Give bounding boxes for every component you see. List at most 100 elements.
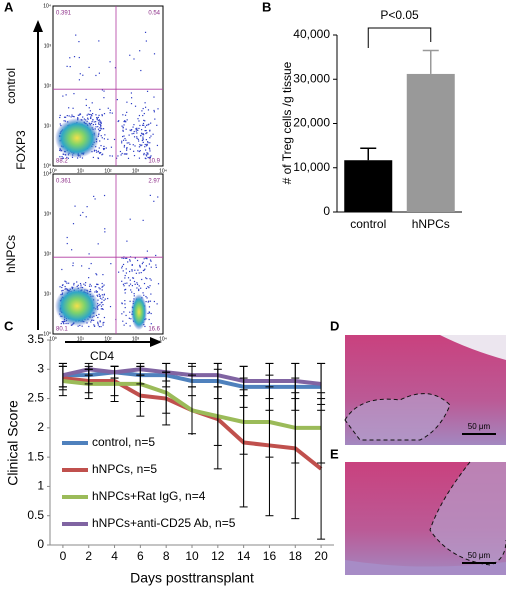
flow-dot: [138, 150, 140, 153]
flow-dot: [92, 156, 94, 159]
flow-dot: [64, 285, 66, 288]
flow-dot: [148, 312, 151, 314]
legend-label: hNPCs+anti-CD25 Ab, n=5: [92, 516, 236, 530]
flow-dot: [145, 149, 147, 151]
flow-dot: [124, 137, 126, 140]
flow-dot: [121, 302, 123, 304]
y-tick-label: 10,000: [293, 160, 330, 174]
x-tick-label: 0: [60, 549, 67, 563]
flow-dot: [138, 114, 141, 117]
flow-dot: [144, 129, 146, 132]
flow-dot: [125, 121, 127, 123]
flow-dot: [98, 40, 100, 42]
quadrant-value: 10.9: [148, 159, 160, 165]
flow-dot: [131, 264, 133, 266]
flow-dot: [137, 269, 139, 271]
x-tick-label: 16: [263, 549, 277, 563]
flow-dot: [133, 150, 135, 152]
flow-dot: [126, 282, 128, 284]
flow-dot: [146, 257, 148, 259]
flow-dot: [156, 303, 158, 305]
flow-dot: [150, 260, 152, 262]
flow-dot: [126, 142, 128, 144]
flow-dot: [85, 104, 87, 107]
flow-dot: [97, 126, 99, 128]
flow-dot: [63, 120, 65, 122]
flow-dot: [133, 58, 135, 60]
flow-dot: [139, 144, 141, 146]
y-tick-label: 1: [37, 479, 44, 493]
flow-dot: [129, 260, 131, 262]
flow-x-tick: 10²: [104, 336, 112, 342]
flow-dot: [154, 118, 156, 120]
flow-dot: [99, 303, 101, 306]
flow-dot: [145, 287, 148, 290]
flow-dot: [90, 285, 92, 287]
flow-dot: [147, 142, 149, 144]
flow-dot: [109, 155, 111, 157]
flow-dot: [148, 287, 150, 289]
flow-dot: [125, 314, 127, 317]
flow-dot: [129, 300, 131, 302]
flow-dot: [136, 136, 138, 138]
flow-dot: [124, 306, 126, 309]
flow-dot: [87, 117, 89, 119]
y-tick-label: 0.5: [27, 508, 44, 522]
flow-dot: [139, 50, 141, 52]
flow-dot: [72, 115, 74, 118]
y-tick-label: 2.5: [27, 391, 44, 405]
annotation: P<0.05: [380, 8, 419, 22]
flow-dot: [123, 144, 126, 147]
flow-dot: [100, 144, 102, 147]
flow-dot: [65, 281, 67, 283]
bar: [344, 160, 393, 212]
flow-dot: [138, 120, 140, 122]
flow-dot: [145, 300, 147, 303]
flow-dot: [147, 286, 149, 288]
flow-dot: [99, 124, 101, 126]
flow-dot: [131, 264, 133, 266]
flow-dot: [66, 236, 68, 239]
flow-dot: [149, 285, 151, 287]
flow-dot: [128, 142, 130, 144]
flow-dot: [145, 277, 147, 279]
flow-dot: [139, 124, 141, 127]
flow-dot: [139, 264, 141, 266]
flow-dot: [150, 135, 152, 137]
flow-dot: [121, 125, 123, 127]
flow-dot: [97, 128, 100, 130]
flow-dot: [103, 138, 105, 140]
flow-dot: [69, 65, 71, 68]
flow-y-tick: 10³: [44, 43, 52, 49]
flow-dot: [144, 102, 146, 104]
flow-dot: [103, 145, 105, 148]
flow-dot: [150, 155, 152, 157]
flow-dot: [101, 114, 103, 116]
flow-dot: [136, 127, 138, 129]
flow-sample-label: hNPCs: [4, 235, 18, 273]
panel-label: E: [330, 446, 339, 461]
flow-dot: [150, 122, 152, 124]
flow-dot: [149, 259, 152, 261]
flow-dot: [71, 114, 73, 116]
flow-dot: [153, 300, 155, 303]
flow-dot: [93, 319, 95, 321]
flow-dot: [107, 107, 109, 109]
flow-dot: [125, 272, 128, 274]
flow-dot: [96, 116, 98, 119]
flow-dot: [94, 291, 96, 293]
flow-dot: [62, 289, 64, 292]
flow-dot: [101, 294, 103, 296]
histology-d: [344, 335, 506, 445]
flow-dot: [144, 146, 146, 148]
flow-dot: [149, 156, 151, 158]
flow-dot: [70, 116, 72, 118]
flow-dot: [120, 154, 122, 156]
flow-dot: [81, 325, 83, 327]
flow-dot: [99, 295, 102, 297]
flow-dot: [124, 282, 126, 285]
flow-dot: [96, 274, 98, 276]
flow-dot: [62, 284, 64, 286]
flow-dot: [95, 151, 98, 153]
flow-dot: [95, 126, 97, 128]
